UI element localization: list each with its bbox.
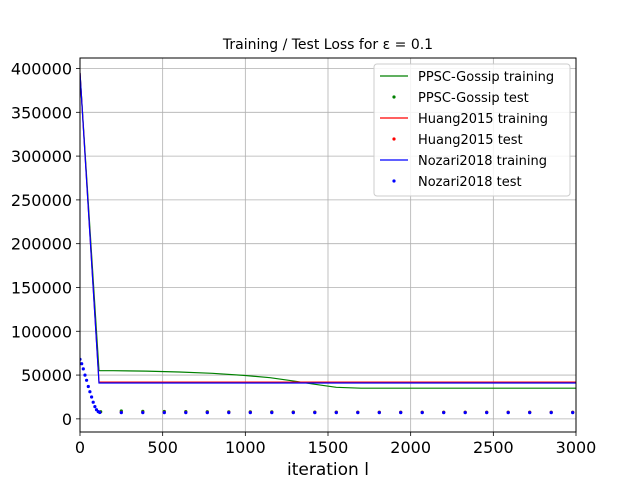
data-point-nozari2018-test [80, 362, 84, 366]
legend-label-ppsc-gossip-training: PPSC-Gossip training [418, 70, 554, 85]
y-tick-label: 250000 [11, 191, 72, 210]
data-point-nozari2018-test [248, 411, 252, 415]
data-point-nozari2018-test [85, 378, 89, 382]
axis-ticks: 0 500 1000 1500 2000 2500 3000 0 50000 100000 1500… [11, 60, 596, 457]
data-point-nozari2018-test [399, 411, 403, 415]
x-tick-label: 500 [147, 438, 178, 457]
plot-series [80, 72, 576, 415]
x-tick-label: 2500 [473, 438, 514, 457]
data-point-nozari2018-test [83, 373, 87, 377]
x-tick-label: 2000 [390, 438, 431, 457]
x-axis-label: iteration l [287, 460, 369, 480]
y-tick-label: 50000 [21, 366, 72, 385]
data-point-nozari2018-test [334, 411, 338, 415]
x-tick-label: 1500 [308, 438, 349, 457]
legend-label-huang2015-test: Huang2015 test [418, 133, 523, 148]
legend-label-huang2015-training: Huang2015 training [418, 112, 548, 127]
data-point-nozari2018-test [98, 410, 102, 415]
data-point-nozari2018-test [291, 411, 295, 415]
data-point-nozari2018-test [485, 411, 489, 415]
data-point-nozari2018-test [184, 411, 188, 415]
data-point-nozari2018-test [420, 411, 424, 415]
chart-title: Training / Test Loss for ε = 0.1 [222, 37, 433, 53]
y-tick-label: 200000 [11, 235, 72, 254]
series-line-ppsc-gossip-training [80, 72, 576, 389]
legend: PPSC-Gossip training PPSC-Gossip test Huan… [373, 63, 571, 197]
data-point-nozari2018-test [549, 411, 553, 415]
data-point-nozari2018-test [162, 411, 166, 415]
data-point-nozari2018-test [506, 411, 510, 415]
legend-swatch-nozari2018-test [392, 179, 396, 183]
x-tick-label: 0 [75, 438, 85, 457]
data-point-nozari2018-test [93, 405, 97, 409]
data-point-nozari2018-test [90, 395, 94, 399]
x-tick-label: 1000 [225, 438, 266, 457]
data-point-nozari2018-test [313, 411, 317, 415]
data-point-nozari2018-test [205, 411, 209, 415]
data-point-nozari2018-test [571, 411, 575, 415]
data-point-nozari2018-test [91, 400, 95, 404]
legend-label-ppsc-gossip-test: PPSC-Gossip test [418, 91, 529, 106]
y-tick-label: 400000 [11, 60, 72, 79]
legend-box [373, 63, 571, 197]
data-point-nozari2018-test [81, 367, 85, 371]
y-tick-label: 150000 [11, 278, 72, 297]
legend-swatch-ppsc-gossip-test [392, 95, 396, 99]
x-tick-label: 3000 [556, 438, 597, 457]
data-point-nozari2018-test [463, 411, 467, 415]
data-point-nozari2018-test [442, 411, 446, 415]
data-point-nozari2018-test [356, 411, 360, 415]
series-line-nozari2018-training [80, 72, 576, 384]
data-point-nozari2018-test [88, 390, 92, 394]
data-point-nozari2018-test [141, 411, 145, 415]
data-point-nozari2018-test [227, 411, 231, 415]
legend-label-nozari2018-test: Nozari2018 test [418, 175, 522, 190]
y-tick-label: 350000 [11, 103, 72, 122]
data-point-nozari2018-test [86, 384, 90, 389]
data-point-nozari2018-test [270, 411, 274, 415]
y-tick-label: 0 [62, 410, 72, 429]
data-point-nozari2018-test [119, 411, 123, 415]
data-point-nozari2018-test [377, 411, 381, 415]
legend-swatch-huang2015-test [392, 137, 396, 141]
data-point-nozari2018-test [528, 411, 532, 415]
y-tick-label: 100000 [11, 322, 72, 341]
y-tick-label: 300000 [11, 147, 72, 166]
legend-label-nozari2018-training: Nozari2018 training [418, 154, 547, 169]
